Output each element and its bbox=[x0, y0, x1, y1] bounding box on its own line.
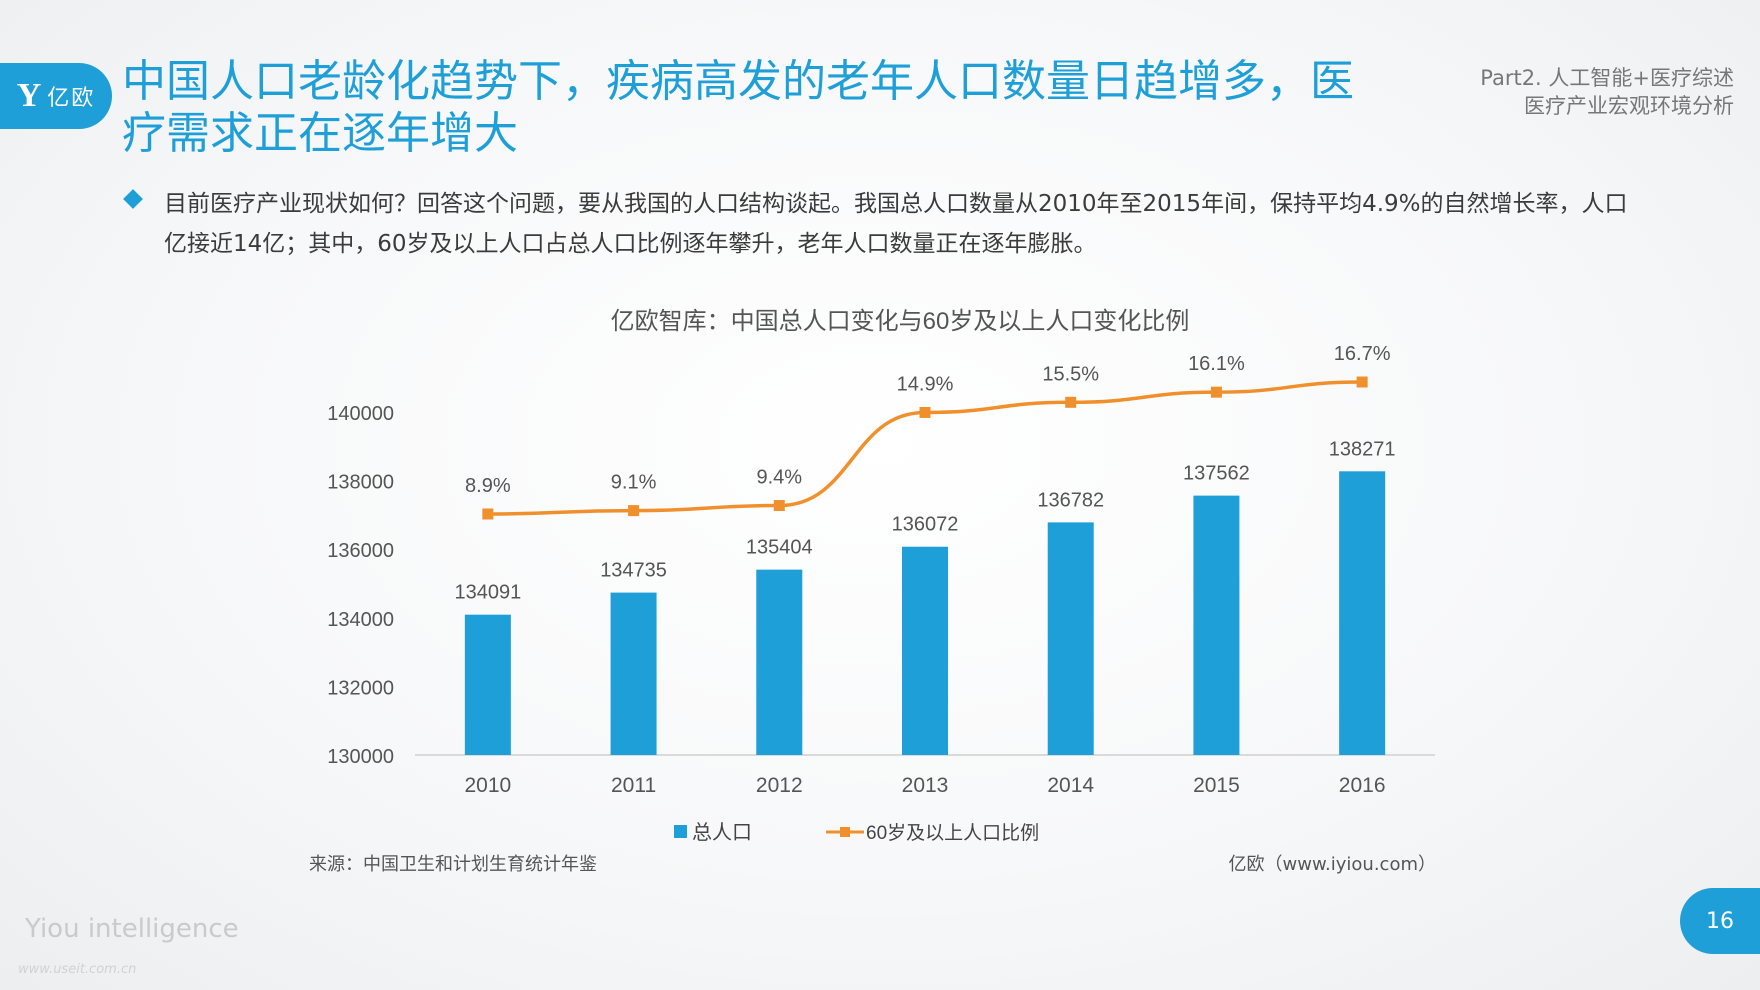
chart-title: 亿欧智库：中国总人口变化与60岁及以上人口变化比例 bbox=[611, 308, 1190, 335]
legend-bar-swatch bbox=[674, 825, 687, 838]
y-tick-label: 130000 bbox=[327, 746, 394, 768]
section-label-line1: Part2. 人工智能+医疗综述 bbox=[1480, 66, 1734, 90]
x-tick-label: 2012 bbox=[756, 774, 803, 797]
line-value-label: 9.4% bbox=[756, 467, 802, 489]
line-value-label: 8.9% bbox=[465, 475, 511, 497]
source-note: 来源：中国卫生和计划生育统计年鉴 bbox=[309, 854, 597, 875]
y-tick-label: 140000 bbox=[327, 403, 394, 425]
credit-note: 亿欧（www.iyiou.com） bbox=[1228, 854, 1436, 875]
y-tick-label: 136000 bbox=[327, 540, 394, 562]
bar bbox=[1339, 471, 1386, 755]
x-tick-label: 2015 bbox=[1193, 774, 1240, 797]
legend-line-marker bbox=[840, 827, 850, 837]
bar bbox=[902, 546, 948, 755]
x-tick-label: 2016 bbox=[1339, 774, 1386, 797]
summary-text: 目前医疗产业现状如何？回答这个问题，要从我国的人口结构谈起。我国总人口数量从20… bbox=[164, 191, 1628, 257]
line-value-label: 16.1% bbox=[1188, 353, 1245, 375]
bar-value-label: 136782 bbox=[1037, 489, 1104, 511]
y-tick-label: 138000 bbox=[327, 472, 394, 494]
bar-value-label: 135404 bbox=[746, 537, 813, 559]
x-tick-label: 2014 bbox=[1047, 774, 1094, 797]
section-label: Part2. 人工智能+医疗综述 医疗产业宏观环境分析 bbox=[1480, 64, 1734, 120]
watermark-text: www.useit.com.cn bbox=[18, 962, 137, 977]
bar-value-label: 138271 bbox=[1329, 438, 1396, 460]
bar bbox=[464, 614, 511, 755]
legend-bar-label: 总人口 bbox=[692, 821, 752, 844]
legend-line-label: 60岁及以上人口比例 bbox=[866, 822, 1039, 844]
percent-line bbox=[487, 380, 1363, 516]
bar bbox=[756, 569, 803, 755]
brand-logo: Y 亿欧 bbox=[0, 63, 112, 129]
bar bbox=[1193, 495, 1240, 755]
footer-brand: Yiou intelligence bbox=[25, 914, 239, 944]
summary-bullet: 目前医疗产业现状如何？回答这个问题，要从我国的人口结构谈起。我国总人口数量从20… bbox=[122, 184, 1642, 264]
x-tick-label: 2013 bbox=[902, 774, 949, 797]
bar bbox=[610, 592, 657, 755]
x-tick-label: 2010 bbox=[464, 774, 511, 797]
bar-value-label: 136072 bbox=[892, 514, 959, 536]
logo-text: 亿欧 bbox=[47, 86, 96, 111]
section-label-line2: 医疗产业宏观环境分析 bbox=[1524, 94, 1734, 118]
logo-y-icon: Y bbox=[16, 77, 42, 114]
line-point bbox=[1065, 396, 1077, 408]
line-point bbox=[628, 505, 640, 517]
x-tick-label: 2011 bbox=[611, 774, 656, 797]
line-value-label: 15.5% bbox=[1042, 363, 1099, 385]
bar bbox=[1047, 522, 1094, 755]
line-point bbox=[1356, 376, 1368, 388]
line-value-label: 9.1% bbox=[611, 472, 657, 494]
line-value-label: 14.9% bbox=[897, 373, 954, 395]
line-point bbox=[919, 406, 931, 418]
page-number: 16 bbox=[1680, 888, 1760, 954]
bar-value-label: 137562 bbox=[1183, 463, 1250, 485]
line-point bbox=[773, 500, 785, 512]
line-value-label: 16.7% bbox=[1334, 343, 1391, 365]
y-tick-label: 132000 bbox=[327, 677, 394, 699]
line-point bbox=[1210, 386, 1222, 398]
line-point bbox=[482, 508, 494, 520]
bar-value-label: 134735 bbox=[600, 560, 667, 582]
y-tick-label: 134000 bbox=[327, 609, 394, 631]
bar-value-label: 134091 bbox=[454, 582, 521, 604]
page-title: 中国人口老龄化趋势下，疾病高发的老年人口数量日趋增多，医疗需求正在逐年增大 bbox=[122, 56, 1354, 159]
